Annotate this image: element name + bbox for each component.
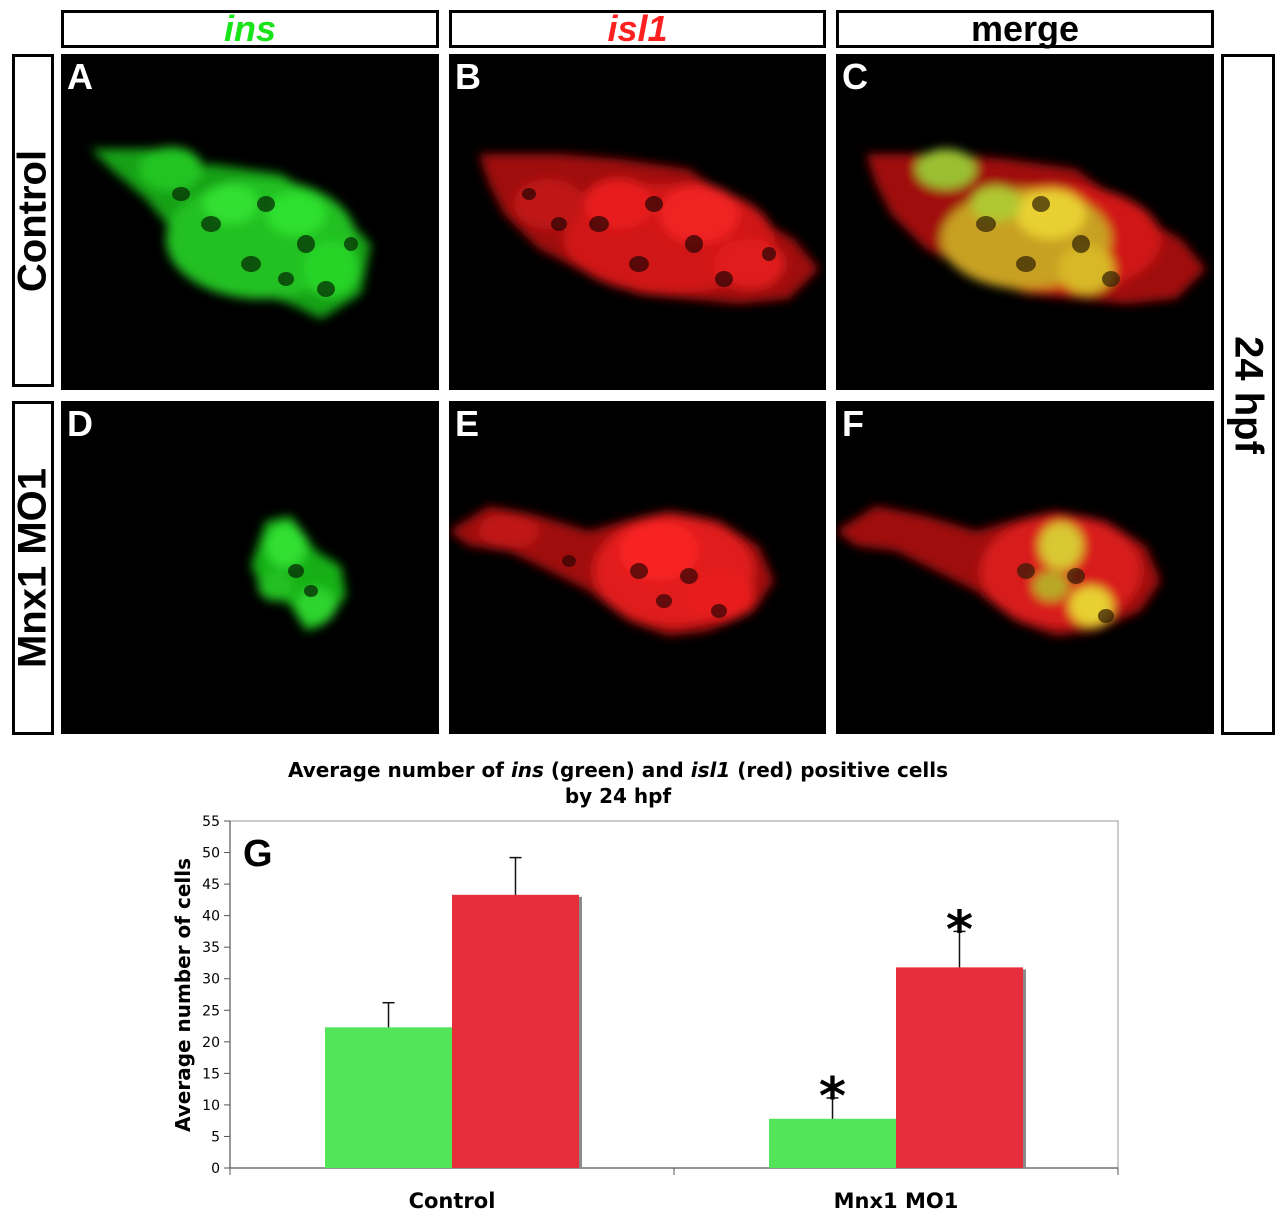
bar-chart: Average number of ins (green) and isl1 (… [171,758,1119,1213]
panel-a: A [61,54,439,390]
panel-letter: F [842,403,864,444]
panel-b: B [449,54,826,390]
chart-title-part: isl1 [691,758,731,782]
x-tick-label: Mnx1 MO1 [834,1189,959,1213]
y-tick-label: 20 [202,1035,220,1051]
column-header-isl1: isl1 [449,10,826,48]
chart-title-part: Average number of [288,758,511,782]
row-label-text: Control [10,149,55,292]
y-tick-label: 35 [202,940,220,956]
significance-marker: * [946,900,973,960]
fluorescence-image-isl1-control [479,154,819,304]
panel-letter: E [455,403,480,444]
y-tick-label: 50 [202,846,220,862]
column-header-label: isl1 [607,8,668,49]
bar [896,967,1023,1168]
chart-title-part: (green) and [544,758,691,782]
y-tick-label: 25 [202,1003,220,1019]
fluorescence-image-ins-control [91,147,371,319]
y-tick-label: 45 [202,877,220,893]
panel-letter: A [67,56,93,97]
y-tick-label: 5 [211,1129,220,1145]
panel-letter: B [455,56,481,97]
panel-letter: C [842,56,868,97]
y-axis-label: Average number of cells [171,858,195,1132]
y-tick-label: 15 [202,1066,220,1082]
bar-series: ** [325,856,1026,1168]
x-tick-label: Control [409,1189,496,1213]
fluorescence-image-merge-mnx1-mo1 [836,506,1161,636]
side-label-text: 24 hpf [1226,335,1271,454]
significance-marker: * [819,1067,846,1127]
row-label-mnx1-mo1: Mnx1 MO1 [10,401,55,735]
chart-title-part: ins [511,758,544,782]
fluorescence-image-ins-mnx1-mo1 [251,516,346,631]
column-header-ins: ins [61,10,439,48]
y-tick-label: 30 [202,972,220,988]
bar [452,894,579,1168]
fluorescence-image-merge-control [866,149,1206,304]
column-header-label: ins [223,8,276,49]
y-tick-label: 0 [211,1161,220,1177]
panel-e: E [449,401,826,734]
row-label-control: Control [10,54,55,387]
column-header-label: merge [970,8,1080,49]
chart-title-part: (red) positive cells [730,758,948,782]
panel-letter: D [67,403,93,444]
y-tick-label: 40 [202,909,220,925]
y-axis: 0 5 10 15 20 25 30 35 40 45 50 55 [202,814,231,1177]
side-label-24hpf: 24 hpf [1221,54,1275,735]
chart-title: Average number of ins (green) and isl1 (… [288,758,948,782]
panel-f: F [836,401,1214,734]
column-header-merge: merge [836,10,1214,48]
panel-c: C [836,54,1214,390]
y-tick-label: 55 [202,814,220,830]
bar [325,1027,452,1168]
row-label-text: Mnx1 MO1 [10,467,55,669]
y-tick-label: 10 [202,1098,220,1114]
panel-d: D [61,401,439,734]
chart-title-line2: by 24 hpf [565,784,672,808]
x-axis: Control Mnx1 MO1 [229,1167,1119,1213]
fluorescence-image-isl1-mnx1-mo1 [449,506,774,636]
panel-letter-g: G [243,833,273,875]
bar [769,1118,896,1168]
